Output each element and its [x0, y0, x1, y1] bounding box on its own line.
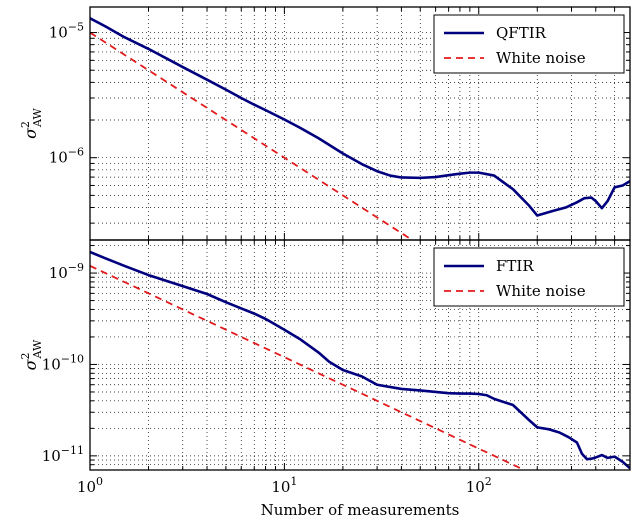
series-line-qftir — [90, 17, 630, 217]
x-axis-label: Number of measurements — [261, 501, 460, 519]
x-tick-label: 102 — [466, 475, 492, 496]
legend-label-white-noise: White noise — [496, 49, 586, 67]
y-tick-label: 10−11 — [42, 444, 84, 465]
legend-label-white-noise: White noise — [496, 282, 586, 300]
y-tick-label: 10−10 — [42, 352, 84, 373]
y-axis-label: σ2AW — [19, 339, 44, 370]
series-line-white-noise — [90, 265, 527, 470]
legend: FTIR White noise — [433, 247, 625, 307]
x-tick-label: 101 — [271, 475, 297, 496]
x-tick-label: 100 — [77, 475, 103, 496]
axes-frame — [89, 239, 631, 471]
y-tick-label: 10−6 — [49, 146, 84, 167]
series-group — [90, 250, 630, 470]
series-group — [90, 17, 630, 240]
chart-panel-bottom: 10−9 10−10 10−11 100 101 102 σ2AW Number of mea… — [19, 239, 631, 519]
legend-box — [433, 247, 625, 307]
y-axis-label: σ2AW — [19, 107, 44, 138]
legend-label-ftir: FTIR — [496, 257, 534, 275]
legend-label-qftir: QFTIR — [496, 24, 547, 42]
series-line-white-noise — [90, 31, 414, 240]
legend-box — [433, 14, 625, 74]
grid-lines — [90, 7, 630, 240]
y-tick-label: 10−9 — [49, 261, 84, 282]
legend: QFTIR White noise — [433, 14, 625, 74]
y-tick-label: 10−5 — [49, 21, 84, 42]
series-line-ftir — [90, 250, 630, 470]
